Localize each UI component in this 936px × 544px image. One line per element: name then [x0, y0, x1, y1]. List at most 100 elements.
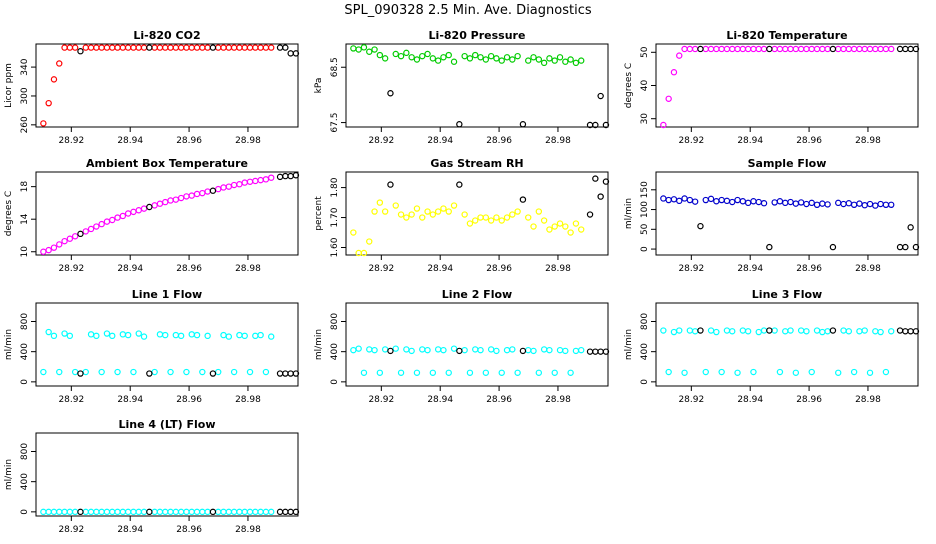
data-point-co2	[257, 44, 264, 51]
y-tick-label: 0	[20, 509, 30, 515]
data-point-diag	[209, 370, 217, 377]
data-point-flow	[177, 508, 185, 516]
data-point-flow	[257, 331, 264, 339]
data-point-diag	[209, 187, 217, 194]
x-tick-label: 28.96	[486, 395, 512, 405]
data-point-pressure	[540, 59, 548, 67]
data-point-flow	[103, 508, 111, 516]
data-point-flow	[530, 347, 537, 355]
data-point-ambient	[87, 225, 95, 233]
data-point-temperature	[718, 45, 725, 53]
data-point-flow	[872, 202, 879, 209]
data-point-pressure	[567, 56, 574, 63]
x-tick-label: 28.92	[678, 264, 704, 274]
data-point-diag	[829, 45, 837, 53]
data-point-flow	[797, 327, 805, 334]
data-point-diag	[287, 370, 294, 377]
data-point-pressure	[493, 55, 500, 62]
x-tick-label: 28.92	[58, 136, 84, 146]
data-point-flow	[241, 332, 248, 340]
chart-title: Gas Stream RH	[430, 157, 523, 170]
data-point-diag	[287, 508, 294, 516]
data-point-flow	[729, 328, 736, 335]
data-point-ambient	[252, 177, 259, 185]
y-tick-label: 260	[20, 116, 30, 133]
y-tick-label: 68.5	[330, 57, 340, 77]
data-point-flow	[691, 328, 699, 335]
data-point-flow	[61, 508, 68, 516]
data-point-pressure	[509, 56, 516, 63]
data-point-diag	[519, 121, 527, 128]
data-point-ambient	[177, 194, 185, 202]
data-point-flow	[397, 369, 405, 376]
data-point-flow	[856, 328, 863, 335]
x-tick-label: 28.96	[796, 395, 822, 405]
data-point-temperature	[734, 45, 741, 53]
data-point-flow	[729, 198, 736, 206]
data-point-rh	[413, 205, 421, 212]
data-point-diag	[602, 348, 610, 355]
data-point-temperature	[835, 45, 842, 53]
data-point-temperature	[702, 45, 709, 53]
y-tick-label: 400	[20, 343, 30, 360]
y-tick-label: 67.5	[330, 113, 340, 133]
data-point-diag	[912, 243, 920, 251]
data-point-flow	[230, 368, 238, 376]
data-point-flow	[670, 328, 678, 336]
data-point-diag	[292, 508, 300, 516]
data-point-flow	[135, 508, 142, 516]
data-point-flow	[739, 327, 747, 334]
data-point-pressure	[434, 57, 442, 64]
data-point-diag	[276, 508, 284, 516]
data-point-flow	[241, 508, 248, 516]
data-point-diag	[287, 172, 294, 180]
data-point-diag	[907, 224, 914, 231]
plot-frame	[35, 171, 299, 256]
chart-title: Sample Flow	[748, 157, 827, 170]
y-tick-label: 800	[20, 443, 30, 460]
data-point-flow	[172, 508, 180, 516]
data-point-co2	[162, 44, 169, 51]
data-point-diag	[292, 50, 300, 57]
data-point-temperature	[888, 45, 895, 53]
x-tick-label: 28.94	[117, 395, 143, 405]
data-point-temperature	[744, 45, 752, 53]
data-point-temperature	[707, 45, 715, 53]
data-point-flow	[246, 508, 254, 516]
y-axis-label: ml/min	[624, 329, 634, 360]
y-axis-label: Licor ppm	[4, 63, 14, 108]
data-point-ambient	[56, 241, 63, 248]
data-point-flow	[503, 346, 511, 354]
y-tick-label: 800	[330, 313, 340, 330]
y-tick-label: 18	[20, 181, 30, 193]
data-point-flow	[392, 345, 399, 352]
data-point-ambient	[82, 228, 89, 235]
data-point-rh	[509, 211, 516, 218]
data-point-flow	[268, 333, 275, 340]
chart-panel-3: Li-820 Temperature degrees C 28.92 28.94 28.…	[624, 29, 920, 146]
data-point-ambient	[151, 202, 158, 209]
data-point-flow	[135, 330, 142, 337]
y-tick-label: 0	[20, 379, 30, 385]
data-point-temperature	[670, 69, 678, 76]
chart-title: Li-820 Pressure	[429, 29, 526, 42]
data-point-temperature	[729, 45, 736, 53]
data-point-diag	[292, 172, 300, 179]
data-point-flow	[888, 328, 895, 335]
data-point-flow	[750, 368, 757, 376]
data-point-ambient	[236, 181, 243, 188]
x-tick-label: 28.96	[796, 136, 822, 146]
data-point-rh	[562, 223, 569, 230]
y-tick-label: 1.80	[330, 177, 340, 197]
data-point-flow	[556, 346, 564, 354]
data-point-flow	[670, 196, 678, 203]
data-point-ambient	[114, 214, 121, 221]
data-point-diag	[519, 196, 527, 203]
data-point-pressure	[445, 51, 452, 59]
data-point-co2	[268, 44, 275, 51]
data-point-flow	[702, 196, 709, 204]
data-point-flow	[381, 346, 389, 353]
data-point-ambient	[193, 190, 201, 198]
data-point-flow	[487, 346, 495, 353]
data-point-flow	[856, 200, 863, 207]
